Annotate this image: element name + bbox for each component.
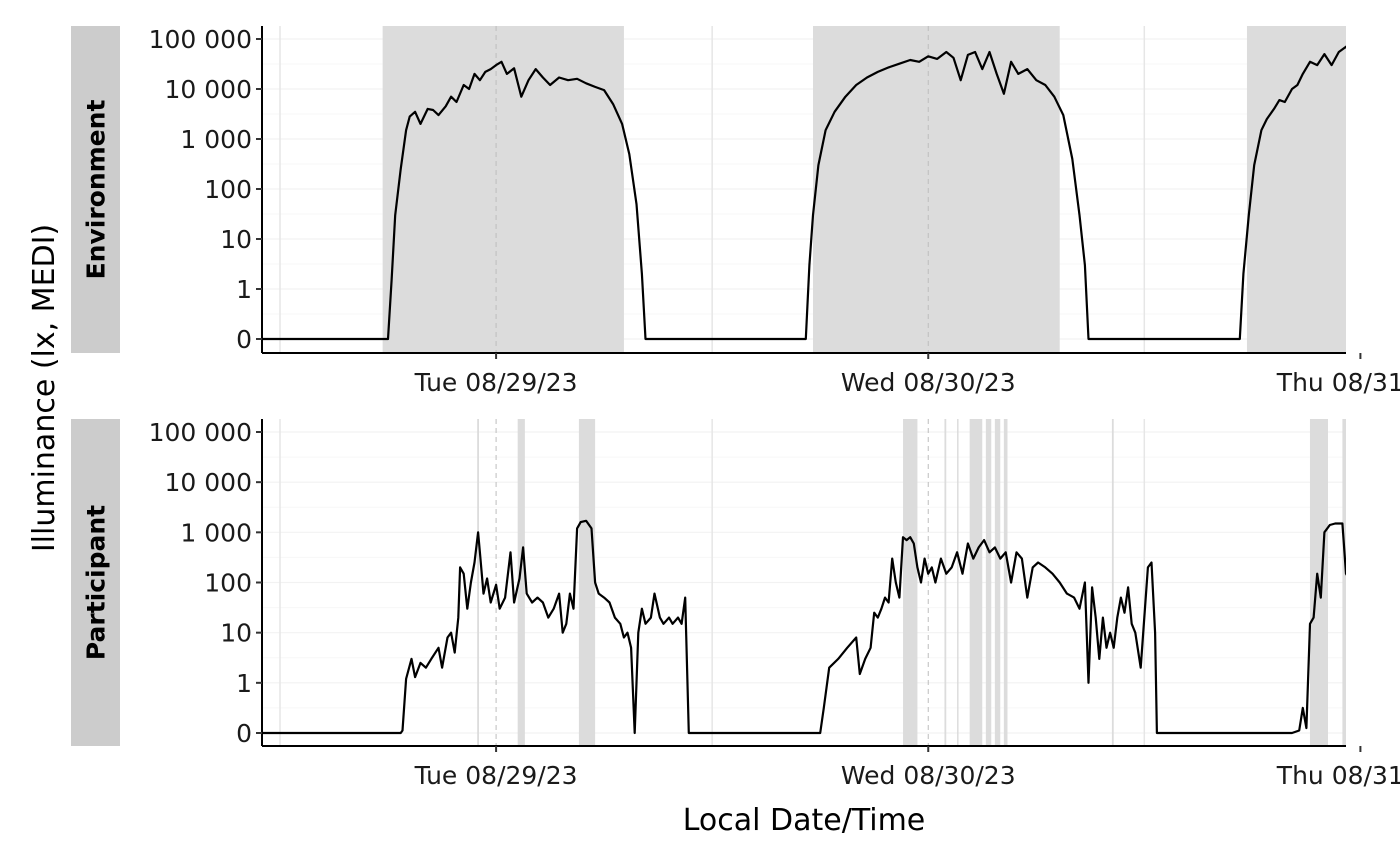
panel-environment: 0 1 10 100 1 000 10 000 100 000 Tue 08/29/23 Wed…	[71, 25, 1400, 397]
shaded-interval	[1003, 419, 1008, 746]
x-tick-label: Wed 08/30/23	[841, 368, 1016, 397]
y-tick-label: 1	[236, 275, 252, 304]
shaded-interval	[517, 419, 525, 746]
y-tick-label: 100	[204, 569, 252, 598]
shaded-interval	[1387, 419, 1389, 746]
shaded-interval	[1362, 419, 1364, 746]
y-tick-label: 1 000	[180, 125, 252, 154]
shaded-interval	[813, 26, 1060, 353]
x-tick-label: Tue 08/29/23	[414, 761, 578, 790]
plot-area	[262, 26, 1346, 353]
y-tick-label: 10 000	[165, 468, 252, 497]
shaded-interval	[969, 419, 983, 746]
y-tick-label: 10	[220, 225, 252, 254]
x-tick-label: Thu 08/31/23	[1276, 761, 1400, 790]
x-tick-label: Tue 08/29/23	[414, 368, 578, 397]
x-axis-title: Local Date/Time	[683, 803, 926, 838]
shaded-interval	[1246, 26, 1346, 353]
shaded-interval	[477, 419, 479, 746]
y-tick-label: 0	[236, 325, 252, 354]
y-tick-label: 100 000	[149, 25, 252, 54]
panel-participant: 0 1 10 100 1 000 10 000 100 000 Tue 08/29/23 Wed…	[71, 418, 1400, 790]
illuminance-series-line	[262, 519, 1346, 735]
facet-strip-label: Participant	[82, 505, 111, 660]
facet-strip-label: Environment	[82, 100, 111, 280]
y-tick-label: 0	[236, 719, 252, 748]
y-tick-label: 10	[220, 619, 252, 648]
facet-strip	[71, 419, 120, 746]
shaded-interval	[1342, 419, 1346, 746]
y-tick-label: 100	[204, 175, 252, 204]
y-tick-label: 100 000	[149, 418, 252, 447]
shaded-interval	[944, 419, 947, 746]
y-tick-label: 10 000	[165, 75, 252, 104]
shaded-interval	[903, 419, 918, 746]
y-axis-title: Illuminance (lx, MEDI)	[27, 224, 62, 552]
shaded-interval	[1111, 419, 1114, 746]
x-tick-label: Wed 08/30/23	[841, 761, 1016, 790]
y-tick-label: 1	[236, 669, 252, 698]
shaded-interval	[994, 419, 1001, 746]
shaded-interval	[957, 419, 959, 746]
shaded-interval	[1373, 419, 1375, 746]
facet-strip	[71, 26, 120, 353]
illuminance-series-line	[262, 45, 1346, 341]
y-tick-label: 1 000	[180, 518, 252, 547]
x-tick-label: Thu 08/31/23	[1276, 368, 1400, 397]
shaded-interval	[578, 419, 596, 746]
shaded-interval	[382, 26, 624, 353]
shaded-interval	[985, 419, 992, 746]
plot-area	[262, 419, 1389, 746]
